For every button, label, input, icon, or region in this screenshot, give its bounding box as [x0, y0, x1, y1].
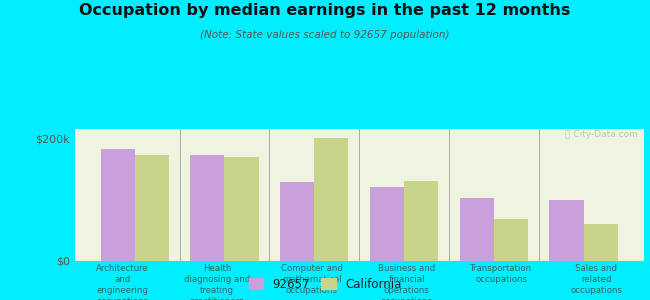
Bar [494, 219, 528, 261]
Text: Health
diagnosing and
treating
practitioners
and other
technical
occupations: Health diagnosing and treating practitio… [184, 264, 250, 300]
Text: Ⓡ City-Data.com: Ⓡ City-Data.com [565, 130, 638, 139]
Bar [190, 155, 224, 261]
Text: Occupation by median earnings in the past 12 months: Occupation by median earnings in the pas… [79, 3, 571, 18]
Legend: 92657, California: 92657, California [245, 274, 405, 294]
Bar [584, 224, 618, 261]
Text: Business and
financial
operations
occupations: Business and financial operations occupa… [378, 264, 435, 300]
Text: (Note: State values scaled to 92657 population): (Note: State values scaled to 92657 popu… [200, 30, 450, 40]
Text: Architecture
and
engineering
occupations: Architecture and engineering occupations [96, 264, 148, 300]
Bar [314, 138, 348, 261]
Bar [404, 181, 438, 261]
Bar [549, 200, 584, 261]
Bar [460, 198, 494, 261]
Bar [280, 182, 314, 261]
Bar [135, 155, 169, 261]
Bar [101, 148, 135, 261]
Bar [370, 187, 404, 261]
Bar [224, 157, 259, 261]
Text: Transportation
occupations: Transportation occupations [470, 264, 532, 284]
Text: Sales and
related
occupations: Sales and related occupations [570, 264, 622, 295]
Text: Computer and
mathematical
occupations: Computer and mathematical occupations [281, 264, 343, 295]
